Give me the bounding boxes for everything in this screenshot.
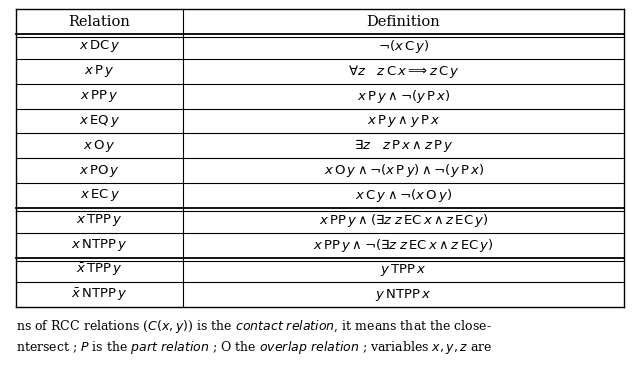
Text: $x\,\mathrm{P}\,y \wedge y\,\mathrm{P}\,x$: $x\,\mathrm{P}\,y \wedge y\,\mathrm{P}\,…	[367, 113, 440, 129]
Text: Relation: Relation	[68, 15, 131, 29]
Text: $\neg(x\,\mathrm{C}\,y)$: $\neg(x\,\mathrm{C}\,y)$	[378, 38, 429, 55]
Text: $\exists z\quad z\,\mathrm{P}\,x \wedge z\,\mathrm{P}\,y$: $\exists z\quad z\,\mathrm{P}\,x \wedge …	[354, 137, 453, 154]
Text: Definition: Definition	[367, 15, 440, 29]
Text: $\bar{x}\,\mathrm{TPP}\,y$: $\bar{x}\,\mathrm{TPP}\,y$	[76, 262, 123, 278]
Text: $x\,\mathrm{PP}\,y$: $x\,\mathrm{PP}\,y$	[81, 88, 119, 104]
Text: $x\,\mathrm{PP}\,y \wedge \neg(\exists z\;z\,\mathrm{EC}\,x \wedge z\,\mathrm{EC: $x\,\mathrm{PP}\,y \wedge \neg(\exists z…	[313, 237, 494, 254]
Text: $x\,\mathrm{P}\,y$: $x\,\mathrm{P}\,y$	[84, 63, 115, 79]
Text: ntersect ; $P$ is the $\it{part\ relation}$ ; O the $\it{overlap\ relation}$ ; v: ntersect ; $P$ is the $\it{part\ relatio…	[16, 339, 492, 355]
Text: $x\,\mathrm{EQ}\,y$: $x\,\mathrm{EQ}\,y$	[79, 113, 120, 129]
Text: $x\,\mathrm{O}\,y \wedge \neg(x\,\mathrm{P}\,y) \wedge \neg(y\,\mathrm{P}\,x)$: $x\,\mathrm{O}\,y \wedge \neg(x\,\mathrm…	[324, 162, 484, 179]
Text: $x\,\mathrm{PP}\,y \wedge (\exists z\;z\,\mathrm{EC}\,x \wedge z\,\mathrm{EC}\,y: $x\,\mathrm{PP}\,y \wedge (\exists z\;z\…	[319, 212, 488, 229]
Text: $x\,\mathrm{PO}\,y$: $x\,\mathrm{PO}\,y$	[79, 163, 120, 178]
Text: ns of RCC relations ($C(x, y)$) is the $\it{contact\ relation}$, it means that t: ns of RCC relations ($C(x, y)$) is the $…	[16, 318, 492, 335]
Text: $x\,\mathrm{EC}\,y$: $x\,\mathrm{EC}\,y$	[79, 188, 120, 204]
Text: $y\,\mathrm{TPP}\,x$: $y\,\mathrm{TPP}\,x$	[380, 262, 427, 278]
Text: $x\,\mathrm{DC}\,y$: $x\,\mathrm{DC}\,y$	[79, 39, 120, 54]
Text: $x\,\mathrm{C}\,y \wedge \neg(x\,\mathrm{O}\,y)$: $x\,\mathrm{C}\,y \wedge \neg(x\,\mathrm…	[355, 187, 452, 204]
Text: $x\,\mathrm{TPP}\,y$: $x\,\mathrm{TPP}\,y$	[76, 212, 123, 228]
Text: $x\,\mathrm{NTPP}\,y$: $x\,\mathrm{NTPP}\,y$	[72, 237, 128, 253]
Text: $x\,\mathrm{P}\,y \wedge \neg(y\,\mathrm{P}\,x)$: $x\,\mathrm{P}\,y \wedge \neg(y\,\mathrm…	[357, 88, 451, 105]
Text: $x\,\mathrm{O}\,y$: $x\,\mathrm{O}\,y$	[83, 138, 116, 154]
Text: $y\,\mathrm{NTPP}\,x$: $y\,\mathrm{NTPP}\,x$	[376, 287, 432, 303]
Text: $\forall z\quad z\,\mathrm{C}\,x \Longrightarrow z\,\mathrm{C}\,y$: $\forall z\quad z\,\mathrm{C}\,x \Longri…	[348, 63, 460, 80]
Text: $\bar{x}\,\mathrm{NTPP}\,y$: $\bar{x}\,\mathrm{NTPP}\,y$	[72, 287, 128, 303]
